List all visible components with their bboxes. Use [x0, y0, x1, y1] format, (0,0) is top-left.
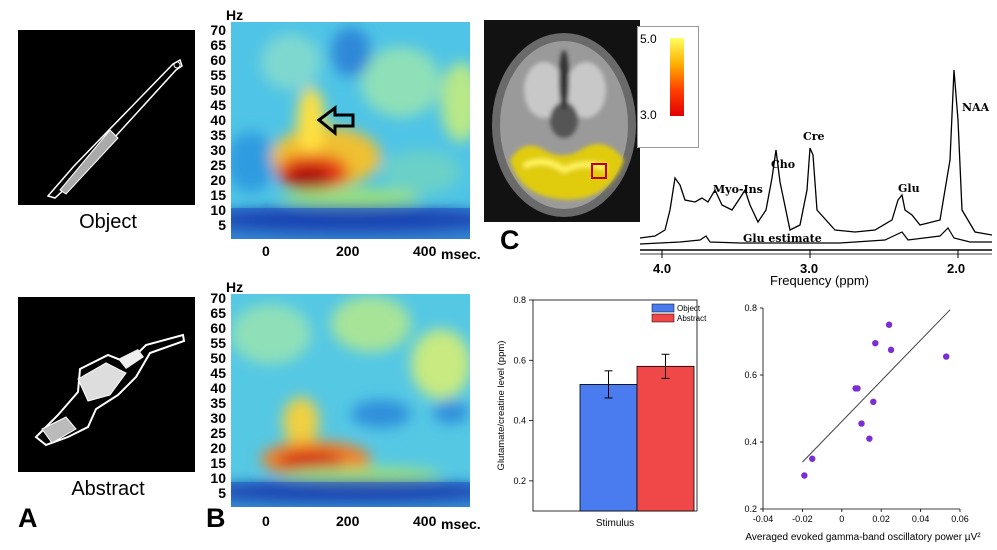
peak-label-myo-ins: Myo-Ins: [713, 183, 763, 196]
fit-line: [802, 309, 951, 463]
peak-label-glu: Glu: [898, 182, 920, 195]
data-point: [870, 398, 877, 405]
x-tick-label: 0.02: [872, 514, 890, 524]
legend-label: Object: [677, 304, 701, 313]
panel-b-letter: B: [206, 503, 226, 533]
tfr-top-hz-label: Hz: [226, 7, 244, 23]
tfr-bottom-hz-label: Hz: [226, 279, 244, 295]
tick-label: 20: [210, 440, 226, 456]
scatter-chart: 0.2 0.4 0.6 0.8 -0.04 -0.02 0 0.02 0.04 0.06 Avera…: [744, 303, 981, 543]
bar-object: [579, 384, 638, 512]
panel-a-letter: A: [18, 503, 38, 533]
object-stimulus-image: [18, 30, 195, 205]
tfr-object-heatmap: [231, 22, 470, 239]
tick-label: 5: [218, 485, 226, 501]
tick-label: 60: [210, 52, 226, 68]
data-point: [872, 339, 879, 347]
x-tick-label: -0.02: [792, 514, 813, 524]
bar-chart: 0.2 0.4 0.6 0.8 Stimulus Glutamate/creatine l…: [496, 295, 707, 529]
data-point: [885, 321, 893, 328]
tick-label: 45: [210, 365, 226, 381]
peak-label-cre: Cre: [803, 130, 825, 143]
y-axis-label: Glutamate/creatine level (ppm): [496, 341, 507, 471]
colorbar-max-label: 5.0: [640, 32, 657, 46]
tick-label: 65: [210, 305, 226, 321]
tick-label: 40: [210, 380, 226, 396]
tick-label: 35: [210, 395, 226, 411]
tick-label: 55: [210, 335, 226, 351]
x-tick-label: 0: [839, 514, 844, 524]
mri-brain-image: [484, 20, 640, 222]
tick-label: 0: [262, 513, 270, 529]
data-point: [866, 435, 873, 442]
colorbar-gradient: [670, 38, 684, 116]
legend-swatch: [651, 303, 675, 313]
peak-label-cho: Cho: [771, 158, 796, 171]
x-axis-label: Stimulus: [596, 518, 634, 529]
x-tick-label: 0.04: [912, 514, 930, 524]
tick-label: 55: [210, 67, 226, 83]
tfr-top-x-unit: msec.: [441, 246, 481, 262]
tick-label: 400: [413, 513, 437, 529]
y-tick-label: 0.8: [513, 295, 526, 305]
legend-swatch: [651, 313, 675, 323]
x-axis-label: Averaged evoked gamma-band oscillatory p…: [745, 532, 981, 543]
peak-label-naa: NAA: [962, 101, 990, 114]
y-tick-label: 0.4: [744, 437, 757, 447]
colorbar-min-label: 3.0: [640, 108, 657, 122]
tick-label: 60: [210, 320, 226, 336]
abstract-stimulus-image: [18, 297, 195, 472]
y-tick-label: 0.6: [513, 355, 526, 365]
freq-tick: 3.0: [800, 261, 819, 276]
x-tick-label: 0.06: [951, 514, 969, 524]
tick-label: 15: [210, 455, 226, 471]
y-tick-label: 0.2: [513, 476, 526, 486]
tick-label: 35: [210, 127, 226, 143]
data-point: [887, 346, 895, 354]
tick-label: 25: [210, 425, 226, 441]
tick-label: 25: [210, 157, 226, 173]
data-point: [809, 455, 816, 462]
tick-label: 30: [210, 142, 226, 158]
data-point: [858, 420, 865, 427]
tick-label: 5: [218, 217, 226, 233]
bar-abstract: [636, 365, 695, 512]
freq-axis-label: Frequency (ppm): [770, 273, 869, 288]
tick-label: 10: [210, 202, 226, 218]
freq-tick: 2.0: [947, 261, 966, 276]
legend-label: Abstract: [677, 314, 707, 323]
data-point: [801, 472, 808, 479]
data-point: [943, 353, 950, 360]
tick-label: 10: [210, 470, 226, 486]
y-tick-label: 0.2: [744, 504, 757, 514]
tick-label: 400: [413, 243, 437, 259]
y-tick-label: 0.6: [744, 370, 757, 380]
abstract-caption: Abstract: [71, 478, 145, 500]
data-point: [854, 385, 861, 392]
glu-estimate-label: Glu estimate: [743, 232, 822, 245]
tfr-bottom-x-unit: msec.: [441, 516, 481, 532]
panel-c-letter: C: [500, 225, 520, 255]
tick-label: 40: [210, 112, 226, 128]
tick-label: 70: [210, 290, 226, 306]
y-tick-label: 0.8: [744, 303, 757, 313]
tick-label: 200: [336, 513, 360, 529]
tick-label: 70: [210, 22, 226, 38]
y-tick-label: 0.4: [513, 416, 526, 426]
object-caption: Object: [79, 211, 137, 233]
tick-label: 65: [210, 37, 226, 53]
x-tick-label: -0.04: [753, 514, 774, 524]
tick-label: 30: [210, 410, 226, 426]
tfr-abstract-heatmap: [231, 294, 470, 507]
tick-label: 0: [262, 243, 270, 259]
tick-label: 20: [210, 172, 226, 188]
tick-label: 200: [336, 243, 360, 259]
tick-label: 45: [210, 97, 226, 113]
tick-label: 50: [210, 350, 226, 366]
mrs-spectrum: [639, 60, 993, 260]
freq-tick: 4.0: [653, 261, 672, 276]
tick-label: 50: [210, 82, 226, 98]
colorbar-box: [637, 26, 699, 148]
tick-label: 15: [210, 187, 226, 203]
